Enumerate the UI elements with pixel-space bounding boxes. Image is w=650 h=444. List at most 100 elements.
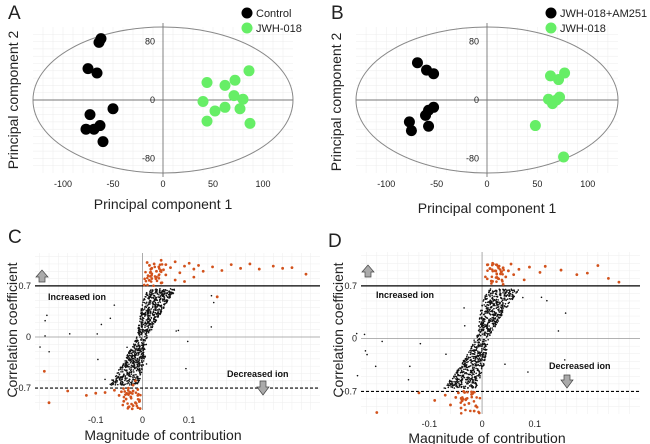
panel-d-bg-point (479, 334, 482, 337)
panel-c-bg-point (160, 292, 162, 294)
legend-b-marker-am251 (545, 7, 557, 19)
panel-d-highlight-point (538, 270, 542, 274)
panel-c-bg-point (126, 372, 128, 374)
panel-d-bg-point (471, 373, 474, 375)
panel-c-bg-point (140, 323, 143, 325)
panel-d-bg-point (470, 346, 473, 348)
panel-d-highlight-point (492, 262, 495, 266)
panel-c-highlight-point (169, 266, 172, 270)
panel-c-highlight-point (183, 280, 186, 283)
panel-d-bg-point (407, 378, 410, 381)
panel-c-bg-point (165, 302, 168, 304)
panel-c-highlight-point (122, 387, 125, 390)
panel-d-ytick-label: 0 (352, 334, 357, 344)
panel-c-bg-point (149, 295, 151, 297)
panel-d-bg-point (472, 353, 475, 355)
panel-c-bg-point (145, 301, 148, 304)
panel-d-bg-point (501, 305, 504, 307)
panel-c-bg-point (160, 309, 162, 312)
panel-d-bg-point (473, 339, 475, 341)
panel-d-bg-point (486, 332, 488, 335)
panel-d-bg-point (563, 359, 566, 361)
panel-c-bg-point (149, 315, 151, 317)
panel-c-bg-point (121, 367, 124, 369)
panel-d-bg-point (467, 356, 470, 358)
panel-c-bg-point (162, 290, 165, 292)
panel-d-highlight-point (433, 399, 437, 402)
panel-c-bg-point (111, 383, 114, 386)
panel-c-bg-point (147, 307, 149, 310)
panel-d-bg-point (482, 324, 485, 327)
panel-d-bg-point (479, 362, 482, 364)
panel-c-bg-point (159, 287, 161, 290)
panel-d-bg-point (472, 344, 474, 347)
panel-c-bg-point (168, 290, 170, 292)
panel-c-bg-point (163, 304, 166, 306)
panel-d-bg-point (491, 310, 494, 313)
panel-d-bg-point (493, 290, 496, 293)
panel-d-bg-point (453, 384, 455, 387)
panel-c-bg-point (159, 301, 162, 304)
panel-d-bg-point (473, 350, 476, 352)
panel-d-bg-point (460, 369, 463, 372)
panel-a-point-series2 (234, 103, 246, 115)
panel-d-bg-point (478, 328, 481, 331)
panel-d-bg-point (457, 368, 460, 370)
panel-c-bg-point (138, 361, 141, 364)
panel-c-bg-point (128, 380, 131, 382)
panel-d-bg-point (488, 319, 490, 322)
panel-d-highlight-point (486, 269, 489, 272)
panel-d-bg-point (465, 357, 468, 360)
panel-c-highlight-point (146, 274, 150, 278)
panel-c-bg-point (138, 358, 140, 360)
panel-c-highlight-point (148, 278, 151, 282)
panel-c-bg-point (147, 320, 149, 323)
panel-c-bg-point (115, 378, 117, 380)
panel-c-bg-point (127, 381, 129, 384)
panel-c-bg-point (136, 349, 139, 351)
panel-c-bg-point (147, 316, 149, 319)
panel-c-bg-point (120, 371, 122, 373)
panel-d-bg-point (475, 383, 478, 385)
panel-c-bg-point (137, 381, 140, 383)
panel-c-bg-point (126, 346, 128, 349)
panel-b-xtick-label: 0 (484, 179, 489, 189)
panel-d-highlight-point (417, 391, 421, 395)
panel-d-bg-point (502, 307, 505, 309)
panel-b-point-series1 (420, 109, 432, 121)
panel-d-bg-point (475, 341, 477, 343)
panel-a-point-series1 (97, 136, 109, 148)
panel-c-highlight-point (160, 281, 164, 284)
panel-d-bg-point (487, 304, 490, 307)
panel-d-bg-point (494, 313, 496, 315)
panel-d-bg-point (477, 350, 479, 353)
panel-d-bg-point (513, 289, 515, 291)
panel-c-bg-point (150, 326, 152, 328)
panel-b-point-series1 (403, 116, 415, 128)
panel-d-bg-point (482, 364, 485, 367)
panel-d-bg-point (465, 378, 467, 381)
panel-c-bg-point (142, 364, 145, 366)
panel-c-highlight-point (164, 263, 168, 267)
panel-d-bg-point (507, 292, 510, 294)
panel-c-bg-point (119, 368, 122, 371)
panel-d-bg-point (483, 346, 486, 349)
panel-c-bg-point (142, 330, 144, 333)
panel-c-bg-point (140, 359, 143, 362)
panel-c-bg-point (136, 357, 139, 360)
panel-d-decreased-label: Decreased ion (549, 361, 611, 371)
panel-d-highlight-point (497, 277, 501, 281)
panel-c-letter: C (8, 227, 22, 248)
panel-c-bg-point (137, 327, 140, 330)
panel-c-bg-point (150, 316, 153, 319)
panel-d-highlight-point (506, 269, 510, 273)
panel-c-bg-point (136, 367, 139, 370)
panel-c-bg-point (132, 365, 135, 368)
panel-c-bg-point (138, 379, 140, 381)
panel-c-bg-point (137, 354, 139, 356)
panel-c-highlight-point (164, 273, 168, 277)
panel-d-bg-point (488, 310, 490, 313)
panel-d-bg-point (499, 309, 502, 312)
panel-d-bg-point (447, 383, 449, 385)
panel-c-bg-point (96, 333, 99, 335)
